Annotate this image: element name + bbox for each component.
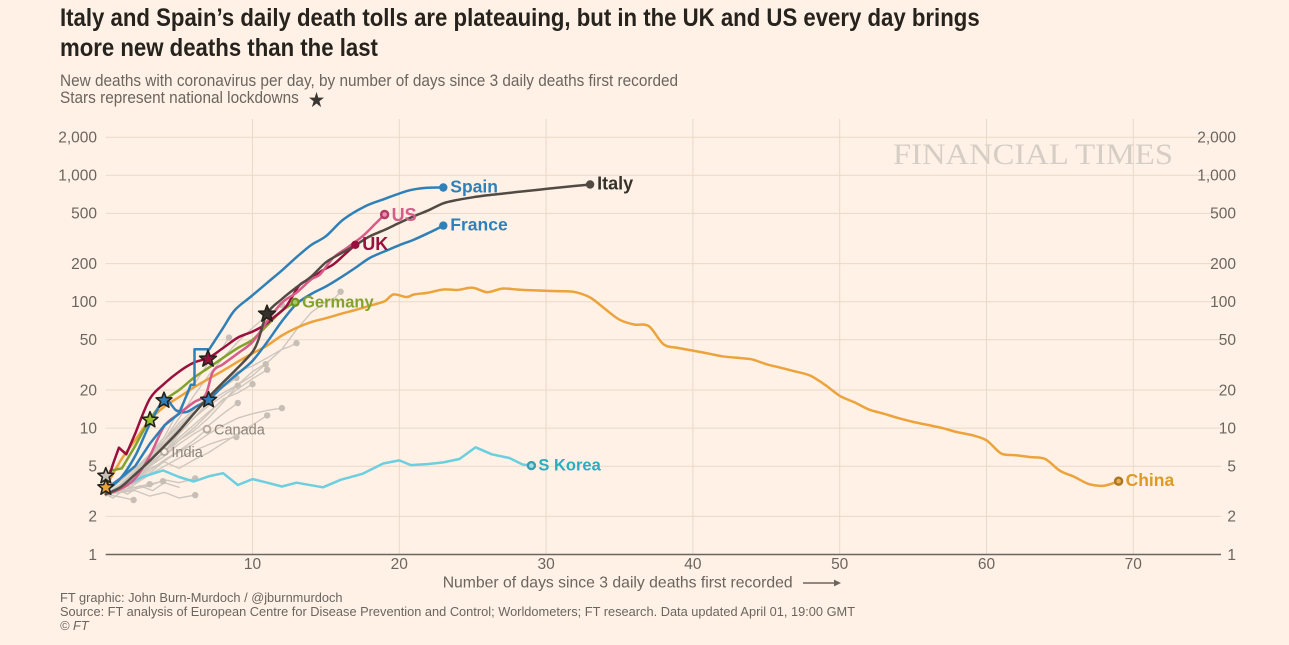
svg-text:50: 50 xyxy=(80,332,98,349)
svg-text:40: 40 xyxy=(684,556,702,573)
svg-text:US: US xyxy=(392,205,417,225)
svg-text:China: China xyxy=(1126,470,1175,490)
svg-text:Italy: Italy xyxy=(597,174,633,194)
svg-text:UK: UK xyxy=(362,234,388,254)
svg-text:2,000: 2,000 xyxy=(1197,130,1236,147)
svg-text:Spain: Spain xyxy=(450,177,498,197)
svg-text:2: 2 xyxy=(88,509,97,526)
svg-text:20: 20 xyxy=(80,382,98,399)
svg-text:100: 100 xyxy=(1210,294,1236,311)
svg-text:10: 10 xyxy=(80,420,98,437)
svg-text:200: 200 xyxy=(71,256,97,273)
svg-text:10: 10 xyxy=(1219,420,1237,437)
svg-text:100: 100 xyxy=(71,294,97,311)
svg-text:500: 500 xyxy=(71,206,97,223)
svg-text:2,000: 2,000 xyxy=(58,130,97,147)
svg-text:S Korea: S Korea xyxy=(538,457,601,475)
svg-text:1,000: 1,000 xyxy=(1197,168,1236,185)
svg-text:Germany: Germany xyxy=(302,293,374,311)
svg-text:5: 5 xyxy=(88,459,97,476)
svg-text:Number of days since 3 daily d: Number of days since 3 daily deaths firs… xyxy=(443,575,793,592)
svg-text:50: 50 xyxy=(1219,332,1237,349)
svg-text:30: 30 xyxy=(537,556,555,573)
svg-text:5: 5 xyxy=(1227,459,1236,476)
svg-text:70: 70 xyxy=(1125,556,1143,573)
svg-text:Canada: Canada xyxy=(214,423,266,439)
svg-text:60: 60 xyxy=(978,556,996,573)
svg-text:India: India xyxy=(171,445,203,461)
svg-text:20: 20 xyxy=(1219,382,1237,399)
svg-text:2: 2 xyxy=(1227,509,1236,526)
svg-text:France: France xyxy=(450,215,508,235)
svg-text:1: 1 xyxy=(88,547,97,564)
svg-text:FINANCIAL TIMES: FINANCIAL TIMES xyxy=(893,138,1173,171)
svg-text:50: 50 xyxy=(831,556,849,573)
svg-text:20: 20 xyxy=(391,556,409,573)
svg-text:500: 500 xyxy=(1210,206,1236,223)
svg-text:1,000: 1,000 xyxy=(58,168,97,185)
svg-text:200: 200 xyxy=(1210,256,1236,273)
svg-text:10: 10 xyxy=(244,556,262,573)
svg-text:1: 1 xyxy=(1227,547,1236,564)
